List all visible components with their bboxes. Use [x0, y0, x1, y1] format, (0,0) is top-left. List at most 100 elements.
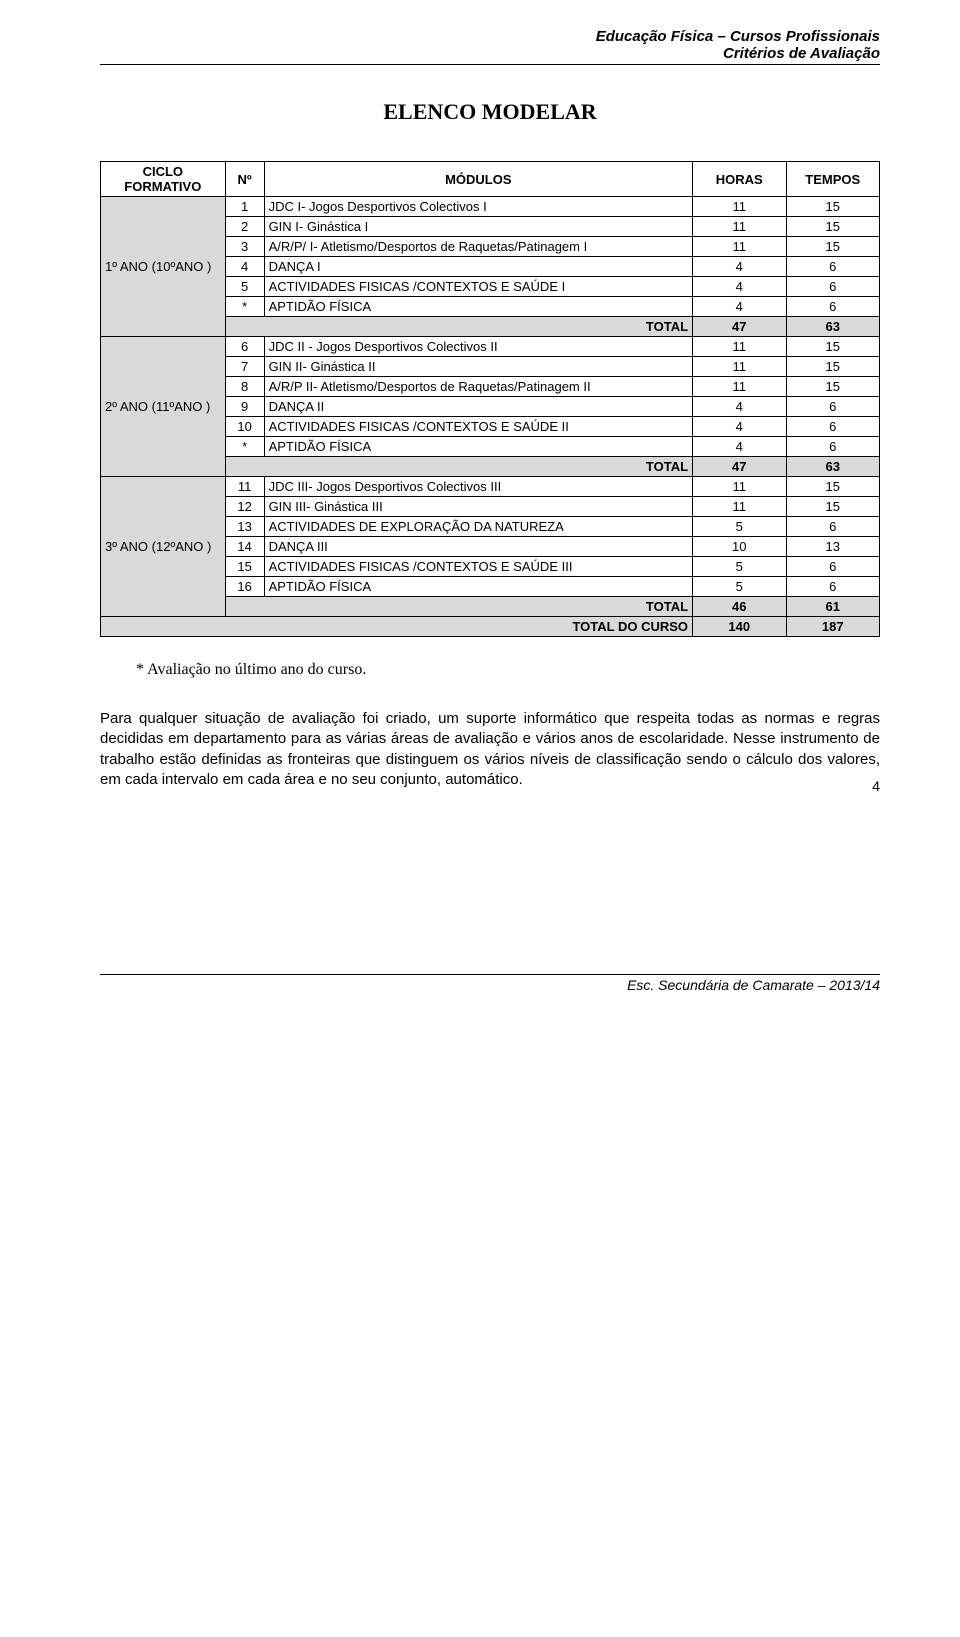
th-ciclo: CICLO FORMATIVO [101, 162, 226, 197]
table-header-row: CICLO FORMATIVO Nº MÓDULOS HORAS TEMPOS [101, 162, 880, 197]
cell-module: JDC I- Jogos Desportivos Colectivos I [264, 197, 692, 217]
cell-horas: 11 [693, 377, 786, 397]
page-title: ELENCO MODELAR [100, 99, 880, 125]
header-line1: Educação Física – Cursos Profissionais [100, 28, 880, 45]
th-n: Nº [225, 162, 264, 197]
cell-tempos: 15 [786, 237, 880, 257]
cell-module: DANÇA I [264, 257, 692, 277]
grand-total-horas: 140 [693, 617, 786, 637]
total-tempos: 63 [786, 317, 880, 337]
cell-horas: 4 [693, 257, 786, 277]
cell-horas: 11 [693, 337, 786, 357]
cell-horas: 5 [693, 577, 786, 597]
page-header: Educação Física – Cursos Profissionais C… [100, 0, 880, 65]
cell-horas: 11 [693, 497, 786, 517]
cell-n: 16 [225, 577, 264, 597]
cell-module: JDC III- Jogos Desportivos Colectivos II… [264, 477, 692, 497]
cell-tempos: 15 [786, 217, 880, 237]
ciclo-label: 1º ANO (10ºANO ) [101, 197, 226, 337]
cell-horas: 4 [693, 437, 786, 457]
total-label: TOTAL [225, 597, 692, 617]
cell-horas: 4 [693, 297, 786, 317]
cell-n: 5 [225, 277, 264, 297]
cell-horas: 11 [693, 237, 786, 257]
th-tempos: TEMPOS [786, 162, 880, 197]
cell-tempos: 6 [786, 577, 880, 597]
cell-tempos: 13 [786, 537, 880, 557]
cell-n: 9 [225, 397, 264, 417]
header-line2: Critérios de Avaliação [100, 45, 880, 62]
table-row: 1º ANO (10ºANO )1JDC I- Jogos Desportivo… [101, 197, 880, 217]
cell-module: GIN II- Ginástica II [264, 357, 692, 377]
cell-n: * [225, 437, 264, 457]
cell-horas: 4 [693, 277, 786, 297]
cell-n: 4 [225, 257, 264, 277]
cell-module: GIN III- Ginástica III [264, 497, 692, 517]
cell-tempos: 6 [786, 517, 880, 537]
cell-n: 14 [225, 537, 264, 557]
page-footer: Esc. Secundária de Camarate – 2013/14 [100, 974, 880, 993]
cell-tempos: 6 [786, 557, 880, 577]
cell-horas: 4 [693, 397, 786, 417]
cell-horas: 11 [693, 357, 786, 377]
cell-module: ACTIVIDADES FISICAS /CONTEXTOS E SAÚDE I… [264, 417, 692, 437]
cell-horas: 5 [693, 517, 786, 537]
cell-tempos: 15 [786, 357, 880, 377]
th-modulos: MÓDULOS [264, 162, 692, 197]
cell-tempos: 15 [786, 377, 880, 397]
th-horas: HORAS [693, 162, 786, 197]
cell-module: JDC II - Jogos Desportivos Colectivos II [264, 337, 692, 357]
cell-module: DANÇA II [264, 397, 692, 417]
cell-tempos: 15 [786, 497, 880, 517]
cell-horas: 10 [693, 537, 786, 557]
cell-n: 6 [225, 337, 264, 357]
cell-horas: 11 [693, 477, 786, 497]
cell-tempos: 6 [786, 397, 880, 417]
grand-total-tempos: 187 [786, 617, 880, 637]
total-tempos: 63 [786, 457, 880, 477]
cell-n: 10 [225, 417, 264, 437]
cell-tempos: 6 [786, 417, 880, 437]
cell-n: 2 [225, 217, 264, 237]
cell-module: APTIDÃO FÍSICA [264, 437, 692, 457]
ciclo-label: 2º ANO (11ºANO ) [101, 337, 226, 477]
footnote: * Avaliação no último ano do curso. [136, 661, 880, 679]
cell-n: 11 [225, 477, 264, 497]
cell-horas: 4 [693, 417, 786, 437]
cell-module: GIN I- Ginástica I [264, 217, 692, 237]
total-horas: 47 [693, 317, 786, 337]
cell-tempos: 6 [786, 277, 880, 297]
cell-module: DANÇA III [264, 537, 692, 557]
cell-module: A/R/P/ I- Atletismo/Desportos de Raqueta… [264, 237, 692, 257]
ciclo-label: 3º ANO (12ºANO ) [101, 477, 226, 617]
cell-n: 12 [225, 497, 264, 517]
cell-module: APTIDÃO FÍSICA [264, 577, 692, 597]
cell-n: 8 [225, 377, 264, 397]
cell-tempos: 6 [786, 437, 880, 457]
total-tempos: 61 [786, 597, 880, 617]
cell-tempos: 6 [786, 257, 880, 277]
total-horas: 47 [693, 457, 786, 477]
grand-total-label: TOTAL DO CURSO [101, 617, 693, 637]
cell-n: 7 [225, 357, 264, 377]
footer-text: Esc. Secundária de Camarate – 2013/14 [627, 977, 880, 993]
total-horas: 46 [693, 597, 786, 617]
cell-n: 15 [225, 557, 264, 577]
cell-n: 13 [225, 517, 264, 537]
total-label: TOTAL [225, 317, 692, 337]
cell-module: APTIDÃO FÍSICA [264, 297, 692, 317]
table-row: 3º ANO (12ºANO )11JDC III- Jogos Desport… [101, 477, 880, 497]
table-row: 2º ANO (11ºANO )6JDC II - Jogos Desporti… [101, 337, 880, 357]
total-label: TOTAL [225, 457, 692, 477]
grand-total-row: TOTAL DO CURSO140187 [101, 617, 880, 637]
cell-module: ACTIVIDADES FISICAS /CONTEXTOS E SAÚDE I [264, 277, 692, 297]
cell-horas: 11 [693, 217, 786, 237]
cell-n: * [225, 297, 264, 317]
cell-tempos: 15 [786, 337, 880, 357]
cell-tempos: 6 [786, 297, 880, 317]
cell-horas: 5 [693, 557, 786, 577]
cell-tempos: 15 [786, 197, 880, 217]
cell-module: A/R/P II- Atletismo/Desportos de Raqueta… [264, 377, 692, 397]
cell-module: ACTIVIDADES DE EXPLORAÇÃO DA NATUREZA [264, 517, 692, 537]
cell-n: 1 [225, 197, 264, 217]
